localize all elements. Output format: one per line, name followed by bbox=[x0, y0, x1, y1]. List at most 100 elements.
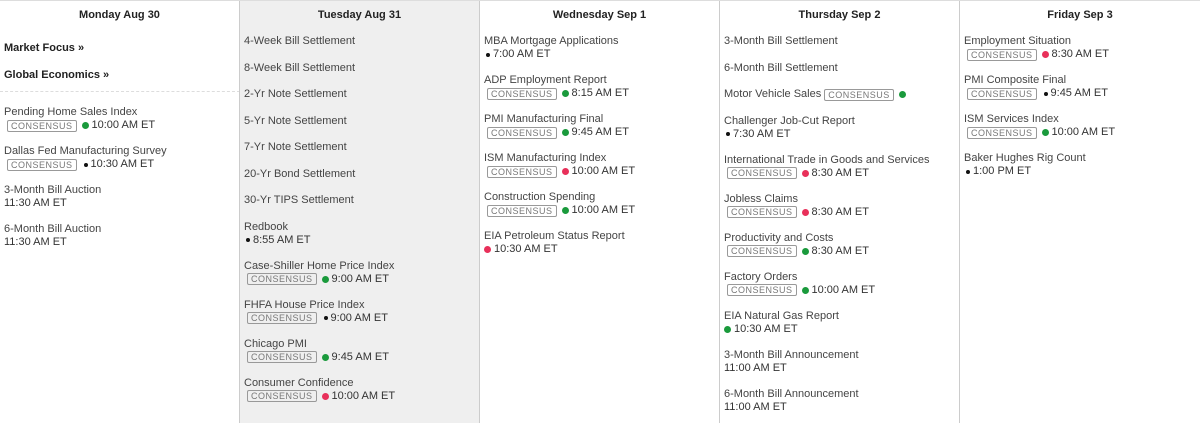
event-name[interactable]: Dallas Fed Manufacturing Survey bbox=[4, 145, 167, 157]
event-name[interactable]: 8-Week Bill Settlement bbox=[244, 61, 356, 74]
event-item[interactable]: 30-Yr TIPS Settlement bbox=[244, 194, 474, 207]
event-item[interactable]: Motor Vehicle Sales CONSENSUS bbox=[724, 88, 954, 101]
event-name[interactable]: Baker Hughes Rig Count bbox=[964, 152, 1086, 164]
event-name[interactable]: Consumer Confidence bbox=[244, 376, 354, 389]
event-item[interactable]: 3-Month Bill Settlement bbox=[724, 35, 954, 48]
event-name[interactable]: 3-Month Bill Auction bbox=[4, 184, 102, 196]
event-name[interactable]: 30-Yr TIPS Settlement bbox=[244, 194, 354, 206]
event-name[interactable]: Chicago PMI bbox=[244, 337, 307, 350]
event-name[interactable]: ISM Services Index bbox=[964, 113, 1059, 125]
event-name[interactable]: Employment Situation bbox=[964, 35, 1071, 47]
consensus-badge[interactable]: CONSENSUS bbox=[7, 158, 77, 171]
consensus-badge[interactable]: CONSENSUS bbox=[967, 126, 1037, 139]
event-item[interactable]: PMI Manufacturing Final CONSENSUS 9:45 AM … bbox=[484, 113, 714, 139]
event-name[interactable]: Productivity and Costs bbox=[724, 231, 834, 244]
event-item[interactable]: 20-Yr Bond Settlement bbox=[244, 168, 474, 181]
event-item[interactable]: Factory Orders CONSENSUS 10:00 AM ET bbox=[724, 271, 954, 297]
event-name[interactable]: 2-Yr Note Settlement bbox=[244, 88, 347, 100]
consensus-badge[interactable]: CONSENSUS bbox=[487, 165, 557, 178]
event-name[interactable]: 3-Month Bill Settlement bbox=[724, 35, 838, 47]
event-item[interactable]: Case-Shiller Home Price Index CONSENSUS 9:… bbox=[244, 260, 474, 286]
event-item[interactable]: 3-Month Bill Announcement 11:00 AM ET bbox=[724, 349, 954, 375]
consensus-badge[interactable]: CONSENSUS bbox=[247, 390, 317, 402]
event-name-row: Factory Orders bbox=[724, 271, 954, 284]
event-name-row: Challenger Job-Cut Report bbox=[724, 115, 954, 128]
event-name[interactable]: 5-Yr Note Settlement bbox=[244, 114, 347, 127]
event-name[interactable]: 6-Month Bill Auction bbox=[4, 223, 102, 235]
event-name[interactable]: Pending Home Sales Index bbox=[4, 106, 138, 118]
link-market-focus[interactable]: Market Focus » bbox=[4, 42, 85, 54]
event-item[interactable]: Jobless Claims CONSENSUS 8:30 AM ET bbox=[724, 193, 954, 219]
event-name[interactable]: Redbook bbox=[244, 220, 289, 233]
event-name[interactable]: Case-Shiller Home Price Index bbox=[244, 259, 395, 272]
event-item[interactable]: 6-Month Bill Auction 11:30 AM ET bbox=[4, 223, 234, 249]
consensus-badge[interactable]: CONSENSUS bbox=[247, 351, 317, 363]
event-time: 10:00 AM ET bbox=[571, 165, 636, 177]
consensus-badge[interactable]: CONSENSUS bbox=[487, 204, 557, 217]
event-item[interactable]: Pending Home Sales Index CONSENSUS 10:00 A… bbox=[4, 106, 234, 132]
event-name[interactable]: Motor Vehicle Sales bbox=[724, 88, 822, 100]
event-item[interactable]: EIA Petroleum Status Report 10:30 AM ET bbox=[484, 230, 714, 256]
consensus-badge[interactable]: CONSENSUS bbox=[824, 88, 894, 101]
event-name-row: ISM Services Index bbox=[964, 113, 1195, 126]
event-name[interactable]: ISM Manufacturing Index bbox=[484, 152, 607, 164]
event-item[interactable]: EIA Natural Gas Report 10:30 AM ET bbox=[724, 310, 954, 336]
consensus-badge[interactable]: CONSENSUS bbox=[967, 48, 1037, 61]
event-name[interactable]: 7-Yr Note Settlement bbox=[244, 141, 347, 153]
event-name[interactable]: 4-Week Bill Settlement bbox=[244, 35, 356, 47]
event-item[interactable]: FHFA House Price Index CONSENSUS 9:00 AM E… bbox=[244, 299, 474, 325]
event-name[interactable]: PMI Manufacturing Final bbox=[484, 113, 604, 125]
event-item[interactable]: Productivity and Costs CONSENSUS 8:30 AM E… bbox=[724, 232, 954, 258]
event-name[interactable]: PMI Composite Final bbox=[964, 74, 1067, 86]
event-item[interactable]: Redbook 8:55 AM ET bbox=[244, 221, 474, 247]
event-name[interactable]: Construction Spending bbox=[484, 191, 596, 203]
event-item[interactable]: MBA Mortgage Applications 7:00 AM ET bbox=[484, 35, 714, 61]
event-item[interactable]: Employment Situation CONSENSUS 8:30 AM ET bbox=[964, 35, 1195, 61]
event-name[interactable]: 20-Yr Bond Settlement bbox=[244, 167, 356, 180]
event-name[interactable]: 6-Month Bill Settlement bbox=[724, 61, 838, 74]
event-item[interactable]: Challenger Job-Cut Report 7:30 AM ET bbox=[724, 115, 954, 141]
event-name[interactable]: FHFA House Price Index bbox=[244, 298, 365, 311]
event-item[interactable]: 5-Yr Note Settlement bbox=[244, 115, 474, 128]
consensus-badge[interactable]: CONSENSUS bbox=[727, 167, 797, 179]
consensus-badge[interactable]: CONSENSUS bbox=[487, 126, 557, 139]
event-item[interactable]: 3-Month Bill Auction 11:30 AM ET bbox=[4, 184, 234, 210]
consensus-badge[interactable]: CONSENSUS bbox=[247, 273, 317, 285]
consensus-badge[interactable]: CONSENSUS bbox=[967, 87, 1037, 100]
event-item[interactable]: 6-Month Bill Settlement bbox=[724, 62, 954, 75]
event-item[interactable]: ISM Manufacturing Index CONSENSUS 10:00 AM… bbox=[484, 152, 714, 178]
consensus-badge[interactable]: CONSENSUS bbox=[247, 312, 317, 324]
event-name[interactable]: Factory Orders bbox=[724, 270, 798, 283]
consensus-badge[interactable]: CONSENSUS bbox=[487, 87, 557, 100]
event-name-row: Baker Hughes Rig Count bbox=[964, 152, 1195, 165]
event-item[interactable]: 6-Month Bill Announcement 11:00 AM ET bbox=[724, 388, 954, 414]
event-item[interactable]: Dallas Fed Manufacturing Survey CONSENSUS… bbox=[4, 145, 234, 171]
event-item[interactable]: Chicago PMI CONSENSUS 9:45 AM ET bbox=[244, 338, 474, 364]
event-item[interactable]: ISM Services Index CONSENSUS 10:00 AM ET bbox=[964, 113, 1195, 139]
event-item[interactable]: International Trade in Goods and Service… bbox=[724, 154, 954, 180]
event-name[interactable]: 3-Month Bill Announcement bbox=[724, 348, 859, 361]
event-name[interactable]: EIA Natural Gas Report bbox=[724, 309, 839, 322]
event-name[interactable]: ADP Employment Report bbox=[484, 74, 607, 86]
event-item[interactable]: Construction Spending CONSENSUS 10:00 AM E… bbox=[484, 191, 714, 217]
event-item[interactable]: 2-Yr Note Settlement bbox=[244, 88, 474, 101]
event-item[interactable]: 8-Week Bill Settlement bbox=[244, 62, 474, 75]
consensus-badge[interactable]: CONSENSUS bbox=[727, 206, 797, 218]
event-item[interactable]: 7-Yr Note Settlement bbox=[244, 141, 474, 154]
event-name[interactable]: EIA Petroleum Status Report bbox=[484, 230, 625, 242]
consensus-badge[interactable]: CONSENSUS bbox=[7, 119, 77, 132]
event-name[interactable]: Jobless Claims bbox=[724, 192, 798, 205]
consensus-badge[interactable]: CONSENSUS bbox=[727, 284, 797, 296]
event-item[interactable]: ADP Employment Report CONSENSUS 8:15 AM ET bbox=[484, 74, 714, 100]
event-name[interactable]: MBA Mortgage Applications bbox=[484, 35, 619, 47]
consensus-badge[interactable]: CONSENSUS bbox=[727, 245, 797, 257]
link-global-economics[interactable]: Global Economics » bbox=[4, 68, 110, 81]
event-item[interactable]: Consumer Confidence CONSENSUS 10:00 AM ET bbox=[244, 377, 474, 403]
event-item[interactable]: 4-Week Bill Settlement bbox=[244, 35, 474, 48]
event-item[interactable]: PMI Composite Final CONSENSUS 9:45 AM ET bbox=[964, 74, 1195, 100]
event-name[interactable]: 6-Month Bill Announcement bbox=[724, 387, 859, 400]
event-name[interactable]: International Trade in Goods and Service… bbox=[724, 153, 930, 166]
event-item[interactable]: Baker Hughes Rig Count 1:00 PM ET bbox=[964, 152, 1195, 178]
day-column-thursday-sep-2: Thursday Sep 2 3-Month Bill Settlement 6-M… bbox=[720, 1, 960, 423]
event-name[interactable]: Challenger Job-Cut Report bbox=[724, 114, 855, 127]
